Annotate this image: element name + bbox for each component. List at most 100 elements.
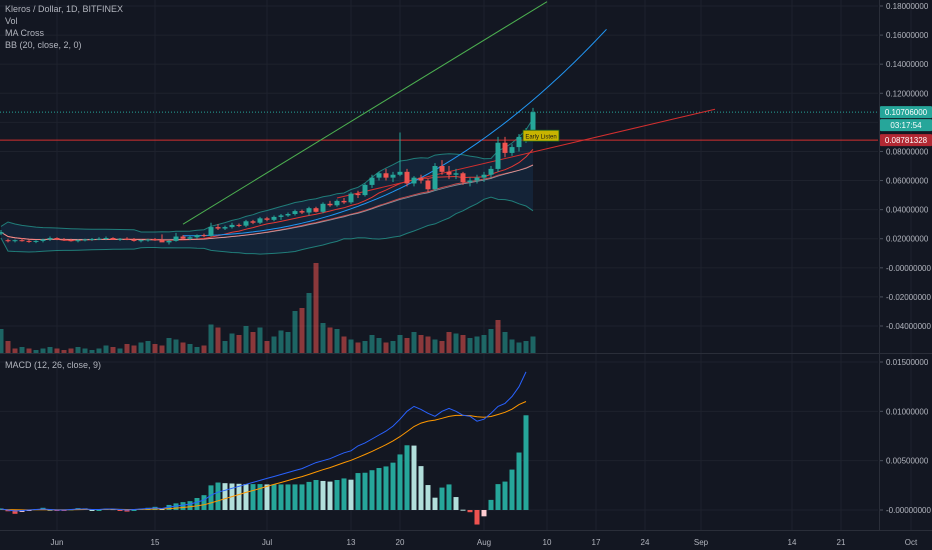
macd-histogram-bar <box>509 469 515 510</box>
macd-histogram-bar <box>89 510 95 511</box>
volume-bar <box>474 336 480 353</box>
volume-bar <box>404 338 410 353</box>
volume-bar <box>180 342 186 353</box>
time-tick-label: Jun <box>51 538 64 547</box>
volume-bar <box>502 332 508 353</box>
price-badge-label: 0.08781328 <box>885 136 928 145</box>
macd-histogram-bar <box>236 483 242 510</box>
volume-bar <box>166 338 172 353</box>
volume-bar <box>54 348 60 353</box>
candle-body <box>124 238 130 240</box>
indicator-ma-cross[interactable]: MA Cross <box>5 28 44 38</box>
candle-body <box>376 173 382 178</box>
candle-body <box>236 224 242 226</box>
price-tick-label: 0.08000000 <box>886 147 929 156</box>
candle-body <box>208 227 214 236</box>
volume-bar <box>383 342 389 353</box>
volume-bar <box>327 327 333 353</box>
candle-body <box>5 240 11 242</box>
grid-lines <box>0 0 912 530</box>
macd-histogram-bar <box>257 484 263 510</box>
volume-bar <box>355 342 361 353</box>
macd-histogram-bar <box>285 484 291 510</box>
macd-histogram-bar <box>418 466 424 510</box>
macd-histogram-bar <box>278 484 284 510</box>
time-tick-label: Oct <box>905 538 918 547</box>
candle-body <box>341 200 347 203</box>
volume-bar <box>488 329 494 353</box>
volume-bar <box>138 342 144 353</box>
macd-histogram-bar <box>187 501 193 510</box>
macd-histogram-bar <box>299 484 305 510</box>
volume-bar <box>432 339 438 353</box>
volume-bar <box>173 339 179 353</box>
candle-body <box>103 238 109 239</box>
candle-body <box>362 184 368 196</box>
volume-bar <box>250 332 256 353</box>
macd-histogram-bar <box>12 510 18 514</box>
macd-histogram-bar <box>523 415 529 510</box>
volume-bar <box>96 348 102 353</box>
macd-histogram-bar <box>250 484 256 510</box>
volume-bar <box>187 344 193 353</box>
macd-histogram-bar <box>488 499 494 510</box>
macd-histogram-bar <box>313 480 319 510</box>
volume-bar <box>446 332 452 353</box>
macd-histogram-bar <box>411 445 417 510</box>
symbol-legend: Kleros / Dollar, 1D, BITFINEX <box>5 4 123 14</box>
macd-histogram-bar <box>306 481 312 510</box>
price-tick-label: -0.00000000 <box>886 264 931 273</box>
candle-body <box>96 238 102 240</box>
price-tick-label: 0.02000000 <box>886 235 929 244</box>
price-badge <box>880 106 932 119</box>
volume-bars <box>0 263 536 353</box>
price-tick-label: 0.16000000 <box>886 31 929 40</box>
trend-line-green <box>182 1 548 225</box>
time-tick-label: Sep <box>694 538 709 547</box>
price-badge-label: 03:17:54 <box>890 121 922 130</box>
price-badge-label: 0.10706000 <box>885 108 928 117</box>
candle-body <box>117 238 123 240</box>
macd-histogram-bar <box>124 510 130 512</box>
volume-bar <box>103 345 109 353</box>
candle-body <box>278 215 284 217</box>
candle-body <box>439 166 445 172</box>
candle-body <box>89 239 95 241</box>
candle-body <box>222 227 228 229</box>
macd-histogram-bar <box>222 483 228 510</box>
volume-bar <box>26 348 32 353</box>
volume-bar <box>306 293 312 353</box>
macd-histogram-bar <box>446 484 452 510</box>
macd-histogram-bar <box>502 481 508 510</box>
volume-bar <box>313 263 319 353</box>
candle-body <box>194 235 200 238</box>
symbol-title: Kleros / Dollar, 1D, BITFINEX <box>5 4 124 14</box>
macd-tick-label: -0.00000000 <box>886 506 931 515</box>
macd-histogram-bar <box>334 480 340 510</box>
volume-bar <box>124 344 130 353</box>
volume-bar <box>299 308 305 353</box>
macd-histogram-bar <box>271 484 277 510</box>
volume-bar <box>110 347 116 353</box>
candle-body <box>257 218 263 223</box>
macd-tick-label: 0.01500000 <box>886 358 929 367</box>
volume-bar <box>82 348 88 353</box>
time-tick-label: 14 <box>788 538 797 547</box>
bollinger-lower <box>0 196 534 255</box>
annotation-label: Early Listen <box>525 135 556 141</box>
macd-histogram-bar <box>460 509 466 511</box>
volume-bar <box>376 338 382 353</box>
macd-histogram-bar <box>516 452 522 510</box>
macd-legend-label: MACD (12, 26, close, 9) <box>5 360 102 370</box>
candle-body <box>425 180 431 190</box>
volume-bar <box>215 327 221 353</box>
volume-bar <box>341 336 347 353</box>
volume-bar <box>201 345 207 353</box>
indicator-vol[interactable]: Vol <box>5 16 18 26</box>
volume-bar <box>292 311 298 353</box>
macd-legend[interactable]: MACD (12, 26, close, 9) <box>5 360 101 370</box>
indicator-bb[interactable]: BB (20, close, 2, 0) <box>5 40 82 50</box>
candle-body <box>152 239 158 241</box>
time-tick-label: 17 <box>592 538 601 547</box>
